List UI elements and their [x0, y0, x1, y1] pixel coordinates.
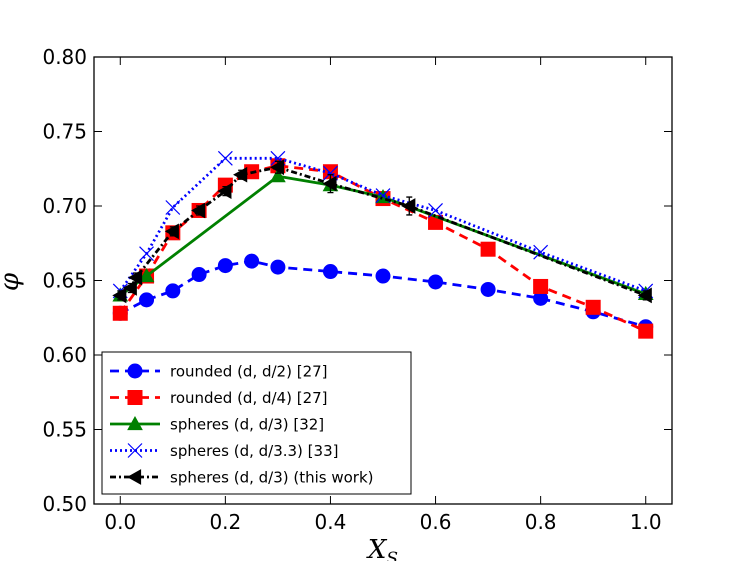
data-point — [191, 267, 207, 283]
legend-swatch-marker — [127, 443, 143, 458]
data-point — [191, 202, 206, 219]
data-point — [480, 281, 496, 297]
legend: rounded (d, d/2) [27] rounded (d, d/4) [2… — [101, 351, 412, 495]
y-tick-label: 0.55 — [42, 418, 87, 442]
legend-item: spheres (d, d/3) [32] — [110, 416, 324, 434]
x-tick-label: 0.8 — [525, 510, 557, 534]
data-point — [480, 241, 496, 257]
data-point — [128, 269, 143, 286]
data-point — [322, 175, 337, 192]
y-tick-label: 0.50 — [42, 492, 87, 516]
y-axis-title: φ — [0, 272, 25, 291]
data-point — [112, 305, 128, 321]
series-line — [119, 156, 647, 293]
legend-swatch-marker — [127, 390, 143, 405]
axis-ticks: 0.0 0.2 0.4 0.6 0.8 1.0 0.50 0.55 0.60 0.65 0.70 0.… — [42, 45, 672, 534]
x-tick-label: 0.0 — [104, 510, 136, 534]
data-point — [269, 159, 285, 176]
data-point — [533, 278, 549, 294]
data-point — [217, 150, 233, 166]
data-point — [138, 268, 155, 283]
data-point — [585, 299, 601, 315]
x-tick-label: 0.2 — [209, 510, 241, 534]
data-point — [270, 259, 286, 275]
y-tick-label: 0.60 — [42, 343, 87, 367]
legend-label: rounded (d, d/2) [27] — [170, 363, 328, 381]
legend-label: spheres (d, d/3) [32] — [170, 416, 324, 434]
y-tick-label: 0.75 — [42, 120, 87, 144]
legend-swatch-marker — [127, 415, 143, 431]
data-point — [112, 287, 127, 304]
data-point — [428, 203, 443, 218]
data-point — [217, 183, 232, 199]
legend-swatch-marker — [127, 363, 143, 379]
data-point — [401, 198, 416, 214]
data-point — [428, 274, 444, 290]
data-point — [139, 292, 155, 308]
x-axis-title: XS — [366, 535, 398, 561]
data-point — [165, 200, 181, 215]
data-point — [244, 253, 260, 269]
data-point — [270, 168, 286, 183]
data-point — [165, 283, 181, 299]
x-tick-label: 0.6 — [420, 510, 452, 534]
data-point — [217, 258, 233, 274]
data-point — [637, 287, 652, 304]
data-point — [122, 280, 137, 296]
legend-swatch-marker — [126, 469, 142, 485]
legend-item: rounded (d, d/2) [27] — [110, 363, 328, 381]
data-point — [233, 166, 248, 183]
data-point — [375, 268, 391, 284]
y-tick-label: 0.70 — [42, 194, 87, 218]
data-series — [112, 150, 654, 339]
x-tick-label: 0.4 — [315, 510, 347, 534]
legend-item: spheres (d, d/3.3) [33] — [110, 442, 338, 460]
legend-label: spheres (d, d/3) (this work) — [170, 469, 374, 487]
legend-label: spheres (d, d/3.3) [33] — [170, 442, 338, 460]
data-point — [322, 264, 338, 280]
data-point — [164, 223, 179, 240]
y-tick-label: 0.80 — [42, 45, 87, 69]
series-5 — [112, 159, 652, 304]
data-point — [139, 246, 154, 262]
data-point — [638, 323, 654, 339]
legend-item: rounded (d, d/4) [27] — [110, 389, 328, 407]
x-tick-label: 1.0 — [630, 510, 662, 534]
y-tick-label: 0.65 — [42, 269, 87, 293]
legend-label: rounded (d, d/4) [27] — [170, 389, 328, 407]
legend-item: spheres (d, d/3) (this work) — [110, 469, 374, 487]
